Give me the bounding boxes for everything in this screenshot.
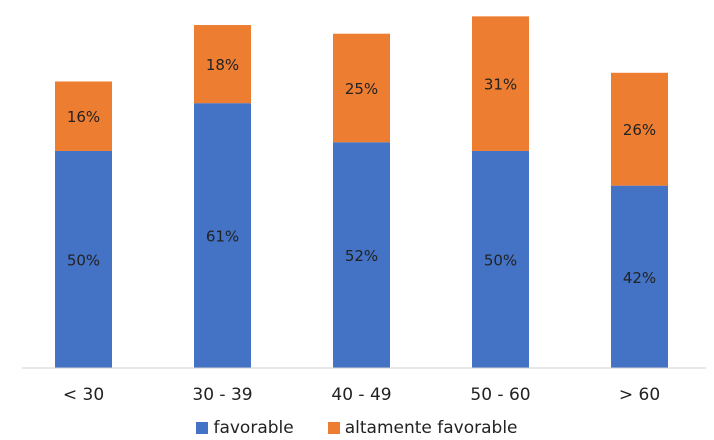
bar-favorable-4 <box>611 185 668 368</box>
bar-favorable-2 <box>333 142 390 368</box>
x-tick-label-0: < 30 <box>63 385 104 405</box>
bar-favorable-1 <box>194 103 251 369</box>
bar-altamente-favorable-2 <box>333 33 390 143</box>
legend-swatch-altamente-favorable <box>327 422 340 434</box>
data-label-favorable-4: 42% <box>623 269 656 287</box>
data-label-altamente-favorable-3: 31% <box>484 76 517 94</box>
bar-altamente-favorable-1 <box>194 25 251 104</box>
bars-layer: 50% 16% 61% 18% 52% 25% 50% 31% 42% 26% <box>55 16 668 369</box>
bar-altamente-favorable-3 <box>472 16 529 151</box>
x-tick-label-4: > 60 <box>619 385 660 405</box>
legend-item-altamente-favorable: altamente favorable <box>327 418 518 438</box>
data-label-favorable-0: 50% <box>67 251 100 269</box>
x-tick-labels: < 30 30 - 39 40 - 49 50 - 60 > 60 <box>63 385 660 405</box>
data-label-favorable-1: 61% <box>206 228 239 246</box>
bar-favorable-3 <box>472 150 529 368</box>
data-label-altamente-favorable-2: 25% <box>345 80 378 98</box>
legend-item-favorable: favorable <box>196 418 294 438</box>
bar-altamente-favorable-4 <box>611 72 668 186</box>
legend-swatch-favorable <box>196 422 209 434</box>
data-label-altamente-favorable-1: 18% <box>206 56 239 74</box>
data-label-favorable-3: 50% <box>484 251 517 269</box>
x-tick-label-3: 50 - 60 <box>470 385 530 405</box>
legend: favorable altamente favorable <box>0 416 714 440</box>
legend-label-favorable: favorable <box>213 418 294 438</box>
legend-label-altamente-favorable: altamente favorable <box>344 418 518 438</box>
data-label-altamente-favorable-0: 16% <box>67 108 100 126</box>
bar-altamente-favorable-0 <box>55 81 112 151</box>
x-tick-label-2: 40 - 49 <box>331 385 391 405</box>
x-tick-label-1: 30 - 39 <box>192 385 252 405</box>
stacked-bar-chart: 50% 16% 61% 18% 52% 25% 50% 31% 42% 26% < 30 30 - … <box>22 16 706 405</box>
data-label-altamente-favorable-4: 26% <box>623 121 656 139</box>
data-label-favorable-2: 52% <box>345 247 378 265</box>
bar-favorable-0 <box>55 150 112 368</box>
